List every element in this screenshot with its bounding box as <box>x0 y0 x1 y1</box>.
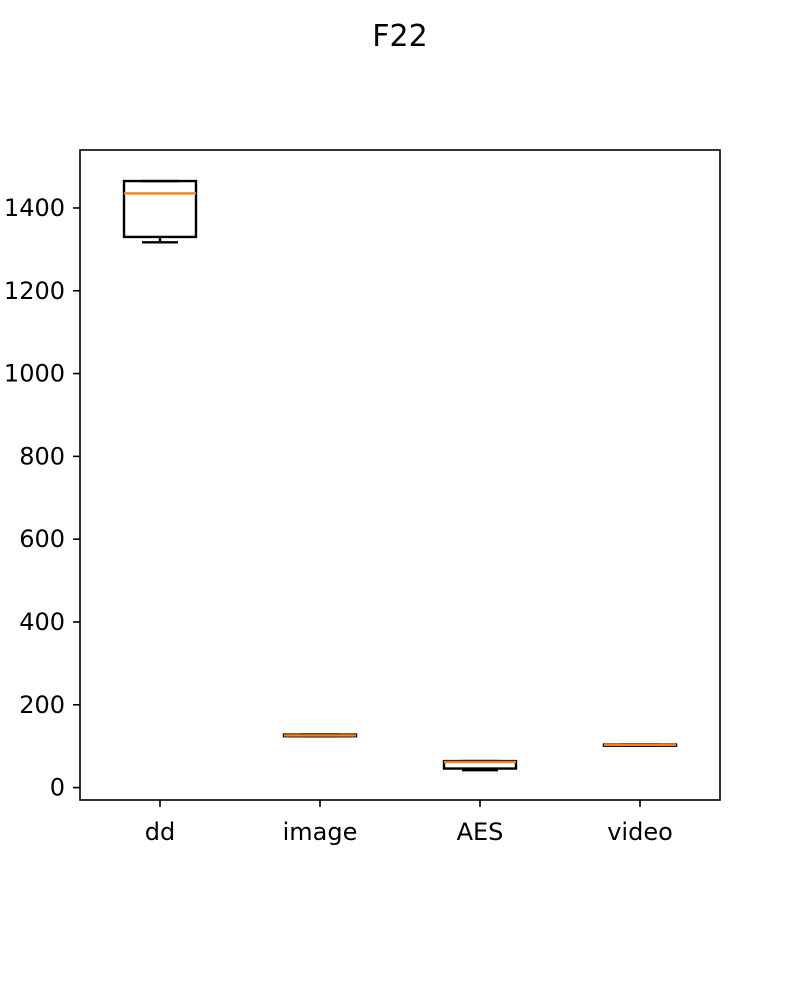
y-tick-label: 0 <box>50 774 65 802</box>
chart-title: F22 <box>372 19 427 54</box>
x-tick-label: AES <box>457 818 504 846</box>
axes: 0 200 400 600 800 1000 1200 1400 dd image AES video <box>4 149 721 846</box>
x-tick-label: dd <box>145 818 175 846</box>
y-tick-label: 1200 <box>4 277 65 305</box>
y-tick-label: 400 <box>19 608 65 636</box>
box-image <box>282 733 358 738</box>
y-tick-label: 800 <box>19 442 65 470</box>
box-video <box>602 743 678 747</box>
plot-frame <box>79 149 721 801</box>
box-body <box>122 179 198 239</box>
y-tick-label: 600 <box>19 525 65 553</box>
box-AES <box>442 759 518 772</box>
x-tick-label: video <box>607 818 673 846</box>
x-tick-label: image <box>283 818 358 846</box>
y-tick-label: 200 <box>19 691 65 719</box>
y-tick-label: 1000 <box>4 360 65 388</box>
box-dd <box>122 179 198 244</box>
y-tick-label: 1400 <box>4 194 65 222</box>
plot-area <box>122 179 678 772</box>
